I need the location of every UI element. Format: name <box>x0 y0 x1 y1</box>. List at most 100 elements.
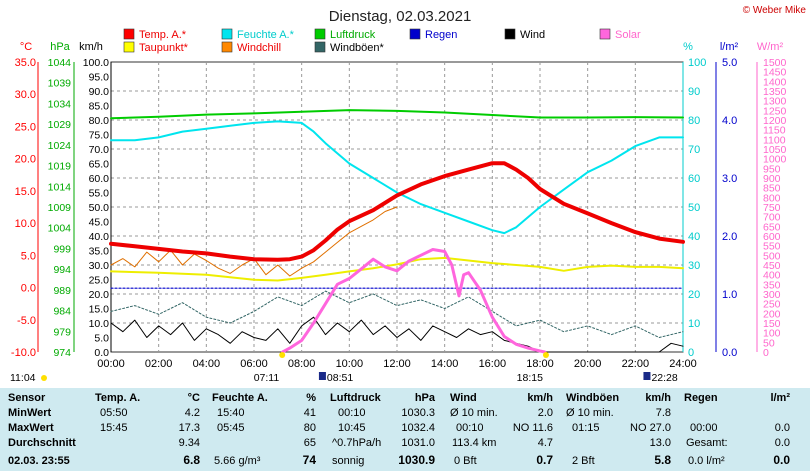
tick-label: 4.0 <box>722 115 737 127</box>
solar-axis-unit: W/m² <box>757 41 784 53</box>
tick-label: 450 <box>763 260 781 272</box>
tick-label: 200 <box>763 308 781 320</box>
tick-label: 1350 <box>763 86 787 98</box>
x-tick-label: 18:00 <box>526 358 554 370</box>
tick-label: 650 <box>763 221 781 233</box>
tick-label: 1039 <box>48 78 72 90</box>
tick-label: 20.0 <box>89 289 110 301</box>
tick-label: 900 <box>763 173 781 185</box>
tick-label: 80.0 <box>89 115 110 127</box>
tick-label: 50 <box>688 202 700 214</box>
legend-swatch <box>123 41 135 53</box>
legend-label: Wind <box>520 29 545 41</box>
tick-label: 5.0 <box>21 250 36 262</box>
tick-labels: 35.0 30.0 25.0 20.0 15.0 10.0 5.0 0.0 -5.0 -10.0 1… <box>11 57 787 370</box>
stats-feuchte-extra: 5.66 g/m³ <box>214 455 261 467</box>
series-line-wind <box>110 316 684 353</box>
tick-label: 45.0 <box>89 217 110 229</box>
pressure-axis-unit: hPa <box>50 41 70 53</box>
tick-label: 0 <box>763 347 769 359</box>
stats-temp-current: 6.8 <box>183 453 200 467</box>
sun-icon <box>279 352 286 358</box>
tick-label: 30 <box>688 260 700 272</box>
stats-regen-current: 0.0 <box>773 453 790 467</box>
tick-label: 1300 <box>763 96 787 108</box>
tick-label: 100 <box>688 57 706 69</box>
stats-wind-min-label: Ø 10 min. <box>450 407 498 419</box>
stats-feuchte-min-time: 15:40 <box>217 407 245 419</box>
weather-chart: Dienstag, 02.03.2021 © Weber Mike Temp. … <box>10 5 807 384</box>
stats-windboeen-min-label: Ø 10 min. <box>566 407 614 419</box>
stats-luftdruck-header: Luftdruck <box>330 392 381 404</box>
series-line-temp-a- <box>109 161 685 262</box>
stats-regen-unit: l/m² <box>770 392 790 404</box>
tick-label: 1044 <box>48 57 72 69</box>
stats-luftdruck-current: 1030.9 <box>398 453 435 467</box>
x-tick-label: 02:00 <box>145 358 173 370</box>
stats-feuchte-min: 41 <box>303 407 316 419</box>
stats-windboeen-unit: km/h <box>645 392 671 404</box>
series-lines <box>109 109 685 354</box>
series-line-taupunkt- <box>110 256 684 282</box>
tick-label: 20.0 <box>15 154 36 166</box>
stats-luftdruck-min: 1030.3 <box>401 407 435 419</box>
tick-label: 1400 <box>763 76 787 88</box>
series-line-luftdruck <box>110 109 684 120</box>
tick-label: 80 <box>688 115 700 127</box>
legend: Temp. A.* Feuchte A.* Luftdruck Regen Wind So… <box>123 28 641 54</box>
stats-temp-unit: °C <box>187 392 200 404</box>
x-tick-label: 20:00 <box>574 358 602 370</box>
tick-label: 800 <box>763 192 781 204</box>
legend-swatch <box>221 41 233 53</box>
legend-label: Windchill <box>237 42 281 54</box>
tick-label: 25.0 <box>15 121 36 133</box>
stats-regen-total-label: Gesamt: <box>686 437 728 449</box>
tick-label: 1050 <box>763 144 787 156</box>
tick-label: 0.0 <box>21 283 36 295</box>
sunset-time: 18:15 <box>517 372 543 384</box>
stats-windboeen-max-time: 01:15 <box>572 422 600 434</box>
stats-sensor-header: Sensor <box>8 392 46 404</box>
x-tick-label: 22:00 <box>622 358 650 370</box>
tick-label: 5.0 <box>94 333 109 345</box>
tick-label: 25.0 <box>89 275 110 287</box>
tick-label: 2.0 <box>722 231 737 243</box>
axis-unit-labels: °C hPa km/h % l/m² W/m² <box>20 41 784 53</box>
tick-label: 989 <box>53 285 71 297</box>
stats-windboeen-extra: 2 Bft <box>572 455 595 467</box>
tick-label: 999 <box>53 243 71 255</box>
legend-swatch <box>504 28 516 40</box>
tick-label: 95.0 <box>89 72 110 84</box>
tick-label: 3.0 <box>722 173 737 185</box>
legend-label: Luftdruck <box>330 29 376 41</box>
stats-regen-total: 0.0 <box>774 437 790 449</box>
stats-temp-max-time: 15:45 <box>100 422 128 434</box>
tick-label: 100.0 <box>83 57 109 69</box>
stats-wind-max-time: 00:10 <box>456 422 484 434</box>
tick-label: 70.0 <box>89 144 110 156</box>
tick-label: 1034 <box>48 98 72 110</box>
x-tick-label: 12:00 <box>383 358 411 370</box>
tick-label: 1024 <box>48 140 72 152</box>
x-tick-label: 00:00 <box>97 358 125 370</box>
tick-label: 700 <box>763 212 781 224</box>
tick-label: 5.0 <box>722 57 737 69</box>
stats-temp-min-time: 05:50 <box>100 407 128 419</box>
tick-label: 750 <box>763 202 781 214</box>
stats-luftdruck-max-time: 10:45 <box>338 422 366 434</box>
tick-label: 1009 <box>48 202 72 214</box>
x-tick-label: 08:00 <box>288 358 316 370</box>
series-line-windb-en- <box>110 290 684 338</box>
sun-moon-markers: 11:04 07:11 08:51 18:15 22:28 <box>10 352 678 384</box>
stats-wind-max: NO 11.6 <box>512 422 553 434</box>
tick-label: 994 <box>53 264 71 276</box>
chart-credit: © Weber Mike <box>743 5 807 16</box>
tick-label: 75.0 <box>89 130 110 142</box>
tick-label: 15.0 <box>15 186 36 198</box>
series-line-feuchte-a- <box>110 120 684 235</box>
stats-wind-header: Wind <box>450 392 477 404</box>
tick-label: 1029 <box>48 119 72 131</box>
stats-feuchte-avg: 65 <box>303 437 316 449</box>
stats-luftdruck-max: 1032.4 <box>401 422 435 434</box>
x-tick-label: 16:00 <box>479 358 507 370</box>
